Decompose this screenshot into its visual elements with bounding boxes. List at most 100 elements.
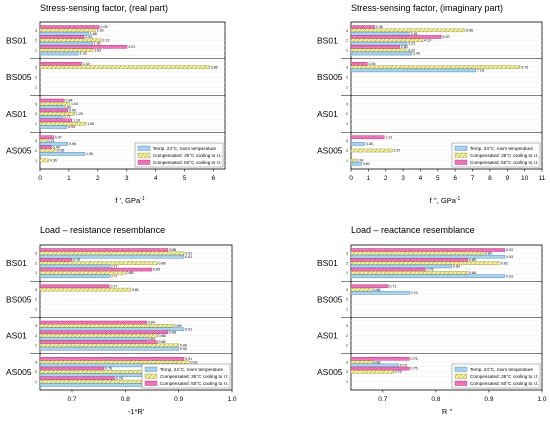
legend-swatch [454, 152, 468, 158]
bar-value-label: 2.80 [401, 45, 408, 49]
group-label: AS005 [6, 367, 32, 377]
x-tick-label: 6 [212, 175, 216, 182]
bar-value-label: 1.20 [76, 112, 83, 116]
bar-value-label: 0.83 [453, 265, 460, 269]
bar-comp50 [39, 258, 73, 262]
sub-row-label: 1 [35, 159, 37, 163]
bar-value-label: 0.75 [411, 367, 418, 371]
bar-value-label: 0.71 [389, 284, 396, 288]
sub-row-label: 2 [346, 298, 348, 302]
legend-swatch [454, 380, 468, 386]
legend-label: Temp. 24°C, room temperature [470, 146, 534, 151]
bar-value-label: 0.88 [169, 330, 176, 334]
bar-value-label: 0.60 [363, 162, 370, 166]
sub-row-label: 3 [346, 288, 348, 292]
bar-value-label: 1.44 [83, 62, 90, 66]
bar-comp50 [350, 62, 368, 66]
bar-value-label: 1.03 [71, 102, 78, 106]
sub-row-label: 3 [35, 288, 37, 292]
bar-temp [350, 142, 366, 146]
bar-value-label: 0.47 [55, 135, 62, 139]
bar-value-label: 9.73 [521, 65, 528, 69]
legend-label: Temp. 24°C, room temperature [160, 367, 224, 372]
sub-row-label: 2 [346, 261, 348, 265]
bar-temp [39, 115, 63, 119]
bar-temp [350, 68, 476, 73]
bar-comp35 [39, 261, 158, 265]
chart-panel-4: Load – reactance resemblanceBS0130.930.8… [317, 225, 547, 416]
sub-row-label: 1 [346, 271, 348, 275]
bar-value-label: 0.72 [395, 370, 402, 374]
bar-value-label: 1.92 [97, 29, 104, 33]
bar-comp50 [39, 366, 105, 371]
legend-swatch [454, 145, 468, 151]
bar-value-label: 0.30 [50, 159, 57, 163]
x-axis-label-superscript: -1 [140, 196, 145, 202]
group-label: AS01 [317, 109, 338, 119]
group-label: BS01 [317, 258, 338, 268]
bar-comp35 [39, 370, 147, 374]
sub-row-label: 3 [35, 29, 37, 33]
x-tick-label: 0.7 [67, 396, 76, 403]
sub-row-label: 1 [35, 49, 37, 53]
x-axis-label-superscript: -1 [456, 196, 461, 202]
bar-value-label: 0.68 [373, 288, 380, 292]
group-label: BS01 [6, 35, 27, 45]
bar-value-label: 0.92 [191, 360, 198, 364]
bar-temp [39, 51, 79, 56]
bar-value-label: 0.22 [48, 139, 55, 143]
bar-value-label: 0.90 [180, 344, 187, 348]
sub-row-label: 3 [346, 102, 348, 106]
x-axis-label: f ', GPa-1 [115, 196, 144, 205]
legend: Temp. 24°C, room temperature Compensated:… [134, 142, 224, 168]
bar-comp35 [39, 121, 87, 126]
group-label: BS01 [6, 258, 27, 268]
bar-comp50 [350, 267, 426, 272]
sub-row-label: 2 [35, 112, 37, 116]
bar-comp35 [39, 271, 126, 275]
bar-value-label: 1.68 [90, 32, 97, 36]
x-tick-label: 0.8 [431, 396, 440, 403]
sub-row-label: 2 [346, 334, 348, 338]
bar-value-label: 5.20 [442, 35, 449, 39]
x-axis-label: f '', GPa-1 [430, 196, 461, 205]
bar-comp35 [39, 333, 158, 338]
group-label: BS005 [6, 294, 32, 304]
bar-value-label: 1.59 [87, 122, 94, 126]
bar-comp35 [39, 102, 70, 106]
bar-value-label: 3.23 [408, 42, 415, 46]
bar-value-label: 1.53 [85, 35, 92, 39]
bar-comp35 [350, 38, 423, 42]
bar-comp35 [39, 138, 47, 143]
bar-temp [39, 31, 89, 36]
group-label: BS005 [317, 294, 343, 304]
panel-title: Stress-sensing factor, (real part) [40, 3, 168, 13]
bar-temp [350, 31, 410, 36]
bar-comp35 [350, 271, 468, 275]
bar-temp [39, 142, 68, 146]
bar-comp35 [39, 48, 94, 52]
x-tick-label: 4 [419, 175, 423, 182]
bar-value-label: 0.70 [73, 258, 80, 262]
x-tick-label: 10 [521, 175, 529, 182]
bar-comp35 [350, 360, 373, 364]
bar-temp [39, 41, 93, 46]
bar-value-label: 0.77 [111, 265, 118, 269]
bar-temp [350, 363, 399, 368]
bar-temp [39, 254, 185, 259]
bar-temp [39, 337, 147, 341]
bar-value-label: 0.78 [116, 376, 123, 380]
sub-row-label: 2 [35, 39, 37, 43]
sub-row-label: 3 [35, 252, 37, 256]
bar-temp [39, 105, 64, 109]
bar-value-label: 0.90 [180, 347, 187, 351]
chart-panel-1: Stress-sensing factor, (real part) BS01 3 2… [6, 3, 226, 205]
sub-row-label: 3 [35, 139, 37, 143]
bar-temp [39, 125, 68, 129]
bar-value-label: 2.12 [102, 38, 109, 42]
bar-comp50 [39, 35, 85, 39]
bar-value-label: 0.91 [185, 327, 192, 331]
bar-comp50 [350, 135, 385, 140]
bar-comp50 [39, 62, 82, 66]
bar-value-label: 5.86 [211, 65, 218, 69]
